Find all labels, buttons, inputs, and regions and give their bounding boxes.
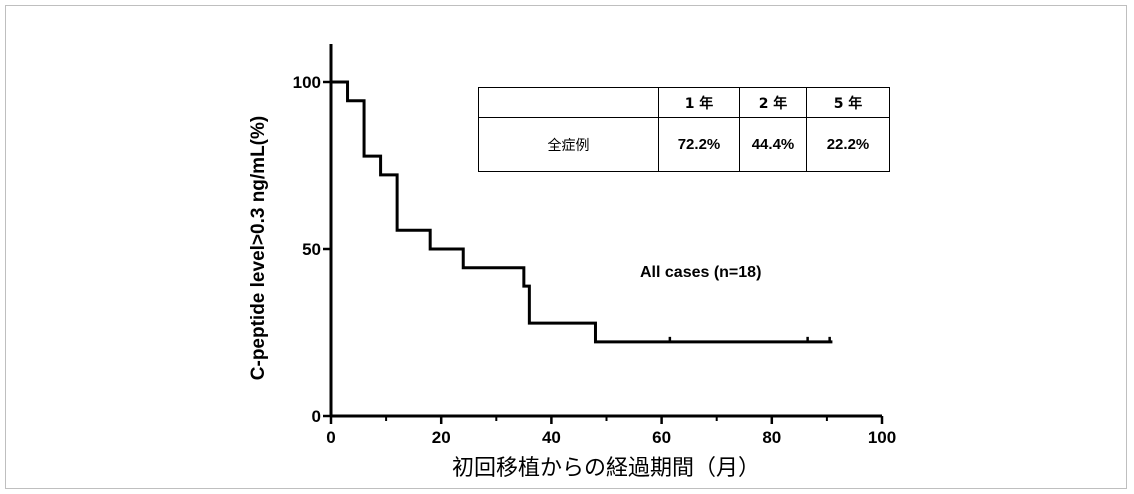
- y-axis-label: C-peptide level>0.3 ng/mL(%): [248, 116, 269, 380]
- x-tick-label: 60: [652, 428, 671, 447]
- y-tick-label: 100: [293, 73, 321, 92]
- table-header-cell: 5 年: [806, 87, 890, 118]
- table-header-cell: 1 年: [658, 87, 740, 118]
- ticks: 0 20 40 60 80 100 0 50 100: [293, 73, 897, 447]
- survival-curve: [331, 80, 833, 344]
- x-tick-label: 20: [432, 428, 451, 447]
- y-tick-label: 50: [302, 240, 321, 259]
- x-tick-label: 0: [326, 428, 335, 447]
- figure-frame: [5, 5, 1127, 489]
- x-axis-label: 初回移植からの経過期間（月）: [452, 456, 760, 481]
- table-header-cell: [478, 87, 659, 118]
- x-tick-label: 80: [762, 428, 781, 447]
- series-annotation: All cases (n=18): [640, 264, 761, 281]
- table-row: 全症例 72.2% 44.4% 22.2%: [478, 117, 890, 172]
- y-tick-label: 0: [312, 407, 321, 426]
- censor-marks: [668, 336, 831, 342]
- table-cell: 72.2%: [658, 117, 740, 172]
- table-cell: 22.2%: [806, 117, 890, 172]
- x-tick-label: 100: [868, 428, 896, 447]
- table-cell: 44.4%: [739, 117, 807, 172]
- table-row-label: 全症例: [478, 117, 659, 172]
- x-tick-label: 40: [542, 428, 561, 447]
- table-header-row: 1 年 2 年 5 年: [478, 87, 890, 118]
- table-header-cell: 2 年: [739, 87, 807, 118]
- survival-table: 1 年 2 年 5 年 全症例 72.2% 44.4% 22.2%: [478, 87, 890, 172]
